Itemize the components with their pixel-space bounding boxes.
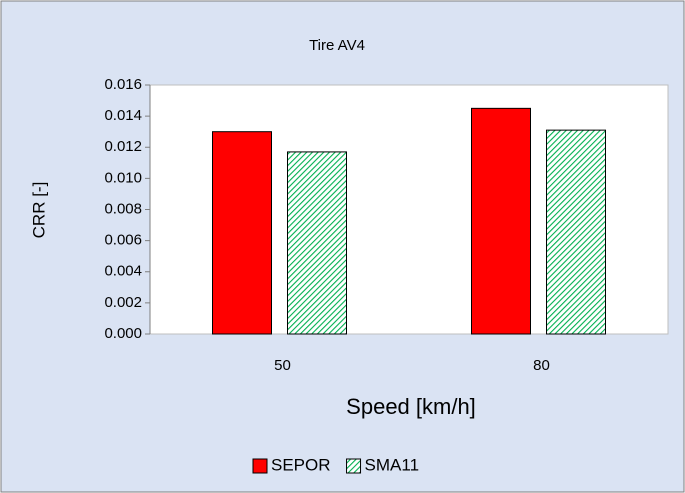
legend-swatch [346,458,362,474]
bar [212,131,272,335]
y-tick-label: 0.016 [104,76,142,93]
y-tick-label: 0.000 [104,325,142,342]
x-tick-label: 50 [274,357,291,374]
bar [287,151,347,335]
y-tick-label: 0.006 [104,232,142,249]
bar [471,107,531,335]
legend-label: SMA11 [365,455,420,474]
x-tick-label: 80 [533,357,550,374]
legend-swatch [252,458,268,474]
y-tick-label: 0.008 [104,200,142,217]
y-tick-label: 0.002 [104,294,142,311]
y-tick-label: 0.004 [104,263,142,280]
legend-label: SEPOR [271,455,331,474]
chart-title: Tire AV4 [309,37,365,54]
bar [546,129,606,335]
y-axis-title: CRR [-] [29,182,48,239]
y-tick-label: 0.014 [104,107,142,124]
y-tick-label: 0.010 [104,169,142,186]
x-axis-title: Speed [km/h] [346,394,476,419]
y-tick-label: 0.012 [104,138,142,155]
